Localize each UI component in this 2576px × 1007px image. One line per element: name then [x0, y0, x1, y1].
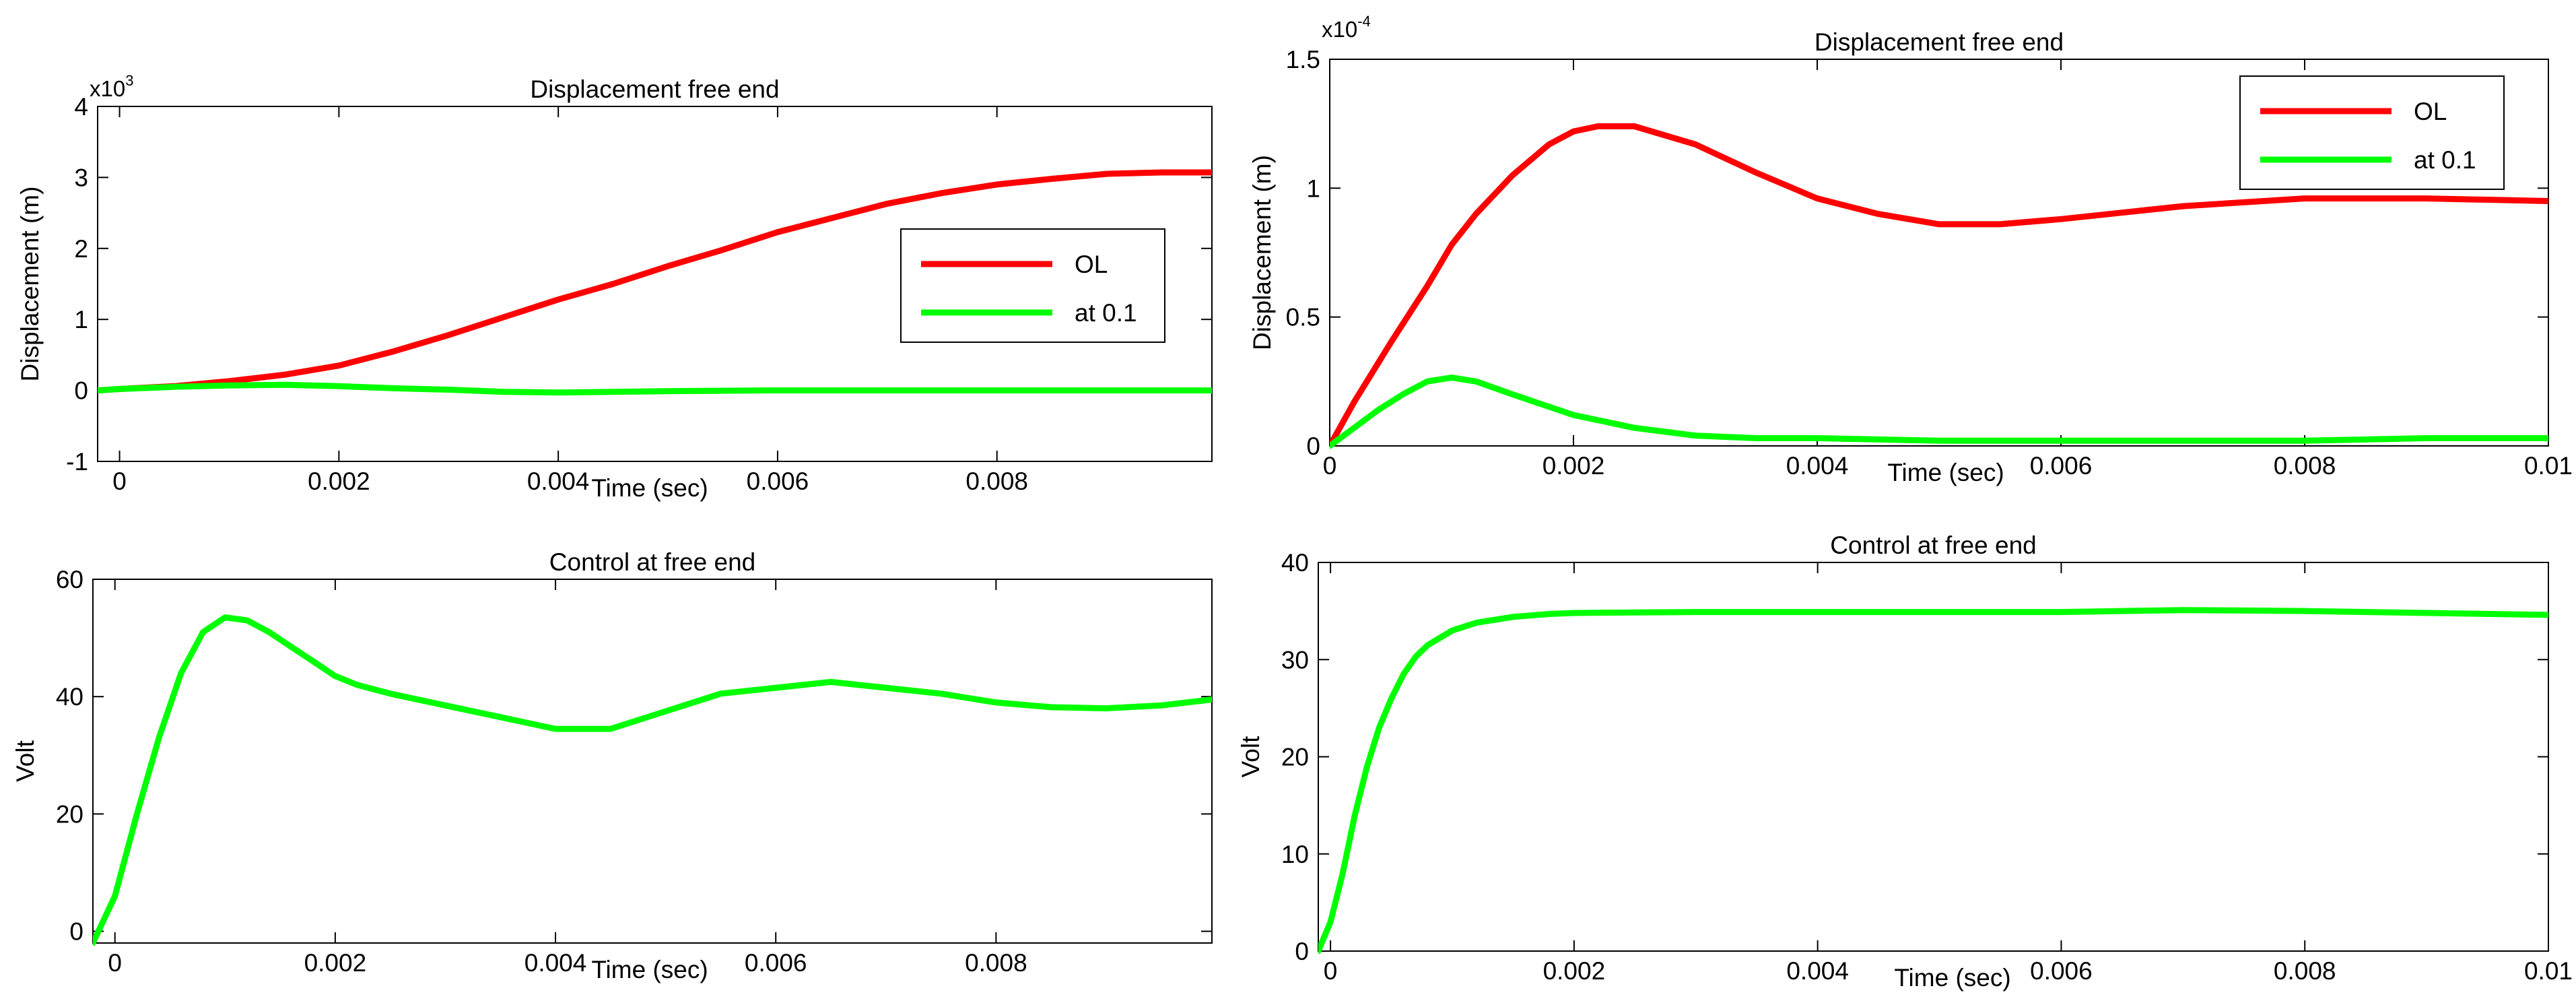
- series-line-at-0-1: [98, 381, 1212, 396]
- x-tick-label: 0.006: [2030, 452, 2093, 480]
- y-tick-label: 10: [1281, 841, 1309, 868]
- x-tick-label: 0.01: [2524, 957, 2573, 985]
- legend-box: [900, 228, 1165, 343]
- legend-label: OL: [2414, 98, 2447, 125]
- plot-area: [92, 579, 1213, 944]
- y-tick-label: 0.5: [1286, 304, 1320, 331]
- scale-exponent: 3: [125, 72, 133, 89]
- x-tick-label: 0.008: [965, 949, 1027, 977]
- y-axis-label: Displacement (m): [1248, 155, 1276, 350]
- y-tick-label: 0: [69, 918, 83, 946]
- y-tick-label: 20: [1281, 744, 1309, 771]
- x-tick-label: 0: [1323, 452, 1337, 480]
- y-tick-label: 30: [1281, 646, 1309, 674]
- legend: OL at 0.1: [2239, 75, 2505, 190]
- x-tick-label: 0.004: [527, 467, 590, 495]
- chart-br: 0 0.002 0.004 0.006 0.008 0.01 0 10 20 30 40 Contro…: [1237, 531, 2573, 992]
- x-tick-label: 0: [1324, 957, 1338, 985]
- x-axis-label: Time (sec): [591, 474, 708, 502]
- series-line-ol: [98, 169, 1212, 394]
- x-tick-label: 0.006: [2030, 957, 2093, 985]
- x-tick-label: 0.006: [745, 949, 807, 977]
- x-axis-label: Time (sec): [591, 956, 708, 983]
- x-tick-label: 0.004: [1786, 957, 1849, 985]
- legend-box: [2239, 75, 2505, 190]
- x-tick-label: 0.004: [1786, 452, 1849, 480]
- legend-label: OL: [1075, 251, 1108, 278]
- scale-exponent: -4: [1357, 13, 1371, 30]
- chart-tr: 0 0.002 0.004 0.006 0.008 0.01 0 0.5 1 1.5 Displac…: [1248, 13, 2573, 486]
- legend-label: at 0.1: [1075, 299, 1137, 327]
- x-tick-label: 0: [112, 467, 127, 495]
- chart-title: Control at free end: [549, 548, 755, 576]
- y-tick-label: 4: [74, 93, 88, 121]
- scale-prefix: x10: [90, 76, 125, 101]
- series-line-ol: [1330, 123, 2548, 449]
- series-line-at-0-1: [1330, 375, 2548, 449]
- y-tick-label: 40: [56, 683, 83, 711]
- y-tick-label: 20: [56, 800, 83, 828]
- y-tick-label: 60: [56, 566, 83, 593]
- x-axis-label: Time (sec): [1894, 964, 2010, 992]
- y-tick-label: 1.5: [1286, 46, 1320, 73]
- legend-label: at 0.1: [2414, 146, 2476, 174]
- y-tick-label: -1: [66, 448, 88, 476]
- x-tick-label: 0.002: [308, 467, 370, 495]
- y-tick-label: 2: [74, 235, 88, 263]
- chart-title: Displacement free end: [530, 75, 779, 103]
- chart-title: Control at free end: [1830, 531, 2036, 559]
- y-tick-label: 0: [1306, 432, 1320, 460]
- x-tick-label: 0.004: [524, 949, 587, 977]
- y-tick-label: 40: [1281, 549, 1309, 577]
- chart-title: Displacement free end: [1815, 28, 2064, 56]
- chart-bl: 0 0.002 0.004 0.006 0.008 0 20 40 60 Control at f…: [11, 548, 1213, 983]
- x-tick-label: 0.008: [2274, 452, 2336, 480]
- x-tick-label: 0.002: [1543, 957, 1606, 985]
- scale-prefix: x10: [1322, 17, 1357, 42]
- y-tick-label: 1: [1306, 174, 1320, 202]
- legend: OL at 0.1: [900, 228, 1165, 343]
- plot-area: [1318, 562, 2549, 952]
- y-tick-label: 0: [1295, 938, 1309, 965]
- x-axis-label: Time (sec): [1887, 459, 2004, 486]
- y-axis-label: Displacement (m): [16, 187, 44, 382]
- y-axis-label: Volt: [1237, 736, 1264, 777]
- y-axis-label: Volt: [11, 740, 39, 781]
- chart-tl: 0 0.002 0.004 0.006 0.008 -1 0 1 2 3 4 Displacement…: [16, 72, 1213, 502]
- y-tick-label: 3: [74, 164, 88, 191]
- x-tick-label: 0.002: [1543, 452, 1605, 480]
- x-tick-label: 0.006: [747, 467, 809, 495]
- axis-scale-factor: x10-4: [1322, 13, 1371, 42]
- x-tick-label: 0.008: [2274, 957, 2336, 985]
- series-line-control: [93, 614, 1212, 946]
- series-line-control: [1318, 607, 2548, 954]
- axis-scale-factor: x103: [90, 72, 133, 101]
- y-tick-label: 0: [74, 377, 88, 405]
- x-tick-label: 0.01: [2524, 452, 2573, 480]
- x-tick-label: 0: [108, 949, 122, 977]
- x-tick-label: 0.002: [304, 949, 367, 977]
- y-tick-label: 1: [74, 306, 88, 333]
- x-tick-label: 0.008: [965, 467, 1028, 495]
